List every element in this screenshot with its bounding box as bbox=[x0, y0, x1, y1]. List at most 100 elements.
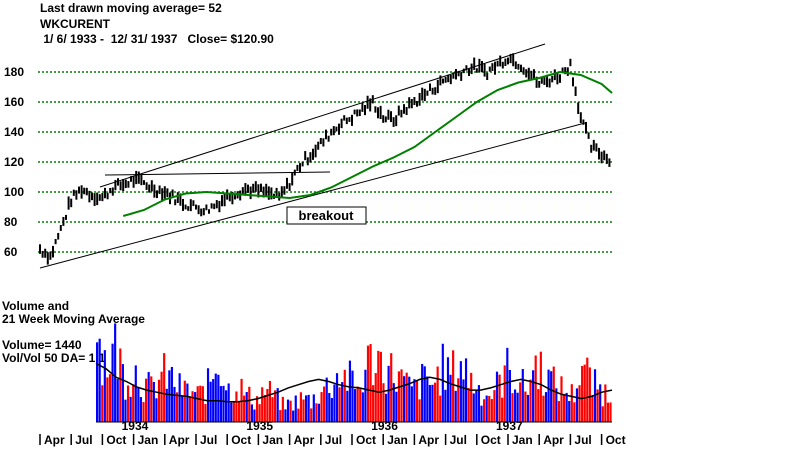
volume-bar bbox=[346, 390, 349, 422]
month-label: Oct bbox=[481, 433, 501, 447]
month-label: Apr bbox=[169, 433, 190, 447]
volume-bar bbox=[464, 358, 468, 422]
volume-bar bbox=[364, 369, 367, 422]
volume-bar bbox=[372, 385, 375, 422]
volume-bar bbox=[227, 383, 230, 422]
volume-bar bbox=[503, 365, 506, 422]
volume-bar bbox=[583, 364, 586, 422]
volume-bar bbox=[194, 392, 197, 422]
volume-bar bbox=[335, 373, 339, 422]
volume-bar bbox=[330, 397, 333, 422]
volume-bar bbox=[413, 379, 416, 422]
volume-bar bbox=[379, 351, 382, 422]
volume-bar bbox=[139, 397, 143, 422]
volume-bar bbox=[299, 392, 302, 422]
volume-bar bbox=[183, 380, 186, 422]
month-label: Apr bbox=[44, 433, 65, 447]
volume-bar bbox=[255, 396, 259, 422]
volume-bar bbox=[591, 394, 594, 422]
month-label: Jan bbox=[262, 433, 283, 447]
volume-value: Volume= 1440 bbox=[2, 338, 82, 352]
volume-bar bbox=[454, 390, 457, 422]
volume-bar bbox=[199, 385, 202, 422]
month-label: Oct bbox=[606, 433, 626, 447]
volume-bar bbox=[395, 391, 398, 422]
month-label: Jul bbox=[75, 433, 92, 447]
year-label: 1937 bbox=[496, 419, 523, 433]
volume-bar bbox=[459, 361, 462, 422]
volume-bar bbox=[421, 363, 424, 422]
volume-bar bbox=[521, 368, 524, 422]
volume-bar bbox=[108, 374, 112, 422]
volume-bar bbox=[201, 386, 204, 422]
year-labels: 1934 1935 1936 1937 bbox=[122, 419, 523, 433]
volume-title-line2: 21 Week Moving Average bbox=[2, 312, 145, 326]
y-tick-label: 120 bbox=[4, 155, 24, 169]
volume-bar bbox=[219, 386, 223, 422]
volume-title-line1: Volume and bbox=[2, 299, 69, 313]
volume-bar bbox=[248, 386, 251, 422]
volume-bar bbox=[444, 389, 447, 422]
volume-bar bbox=[111, 343, 114, 422]
volume-bars bbox=[96, 323, 612, 422]
y-tick-label: 140 bbox=[4, 125, 24, 139]
volume-bar bbox=[392, 383, 395, 422]
volume-bar bbox=[493, 390, 496, 422]
volume-bar bbox=[214, 373, 217, 422]
volume-bar bbox=[490, 399, 493, 422]
volume-bar bbox=[359, 387, 362, 422]
volume-bar bbox=[405, 372, 408, 422]
volume-bar bbox=[377, 350, 380, 422]
volume-bar bbox=[573, 402, 576, 422]
volume-bar bbox=[328, 392, 331, 422]
volume-bar bbox=[315, 403, 318, 422]
volume-bar bbox=[294, 395, 297, 422]
volume-bar bbox=[524, 391, 527, 422]
volume-bar bbox=[103, 350, 106, 422]
volume-bar bbox=[152, 381, 155, 422]
volume-bar bbox=[289, 400, 292, 422]
volume-bar bbox=[415, 380, 419, 422]
volume-bar bbox=[325, 377, 328, 422]
volume-bar bbox=[114, 323, 117, 422]
volume-bar bbox=[147, 372, 150, 422]
volume-bar bbox=[570, 384, 573, 422]
volume-bar bbox=[134, 365, 137, 422]
volume-bar bbox=[222, 385, 225, 422]
volume-bar bbox=[601, 406, 604, 422]
volume-bar bbox=[550, 371, 553, 422]
volume-bar bbox=[186, 383, 189, 422]
volume-bar bbox=[196, 386, 199, 422]
volume-bar bbox=[204, 404, 207, 422]
volume-bar bbox=[452, 350, 455, 422]
month-label: Jul bbox=[325, 433, 342, 447]
volume-bar bbox=[581, 365, 584, 422]
volume-bar bbox=[374, 373, 377, 422]
volume-bar bbox=[544, 392, 548, 422]
volume-bar bbox=[284, 409, 287, 422]
volume-bar bbox=[119, 348, 122, 422]
volume-bar bbox=[467, 388, 470, 422]
volume-bar bbox=[529, 379, 532, 422]
y-tick-label: 80 bbox=[4, 215, 18, 229]
volume-bar bbox=[575, 388, 579, 422]
volume-bar bbox=[483, 399, 486, 422]
month-label: Jan bbox=[512, 433, 533, 447]
volume-bar bbox=[235, 391, 238, 422]
volume-bar bbox=[145, 378, 148, 422]
volume-bar bbox=[225, 390, 228, 422]
volume-bar bbox=[271, 397, 274, 422]
volume-bar bbox=[513, 389, 517, 422]
volume-bar bbox=[526, 394, 530, 422]
y-tick-label: 100 bbox=[4, 185, 24, 199]
month-label: Apr bbox=[294, 433, 315, 447]
volume-bar bbox=[163, 353, 166, 422]
volume-bar bbox=[511, 393, 514, 422]
volume-bar bbox=[268, 380, 272, 422]
volume-bar bbox=[250, 404, 253, 422]
y-tick-label: 160 bbox=[4, 95, 24, 109]
volume-bar bbox=[178, 373, 181, 422]
volume-bar bbox=[562, 393, 566, 422]
volume-bar bbox=[230, 402, 233, 422]
